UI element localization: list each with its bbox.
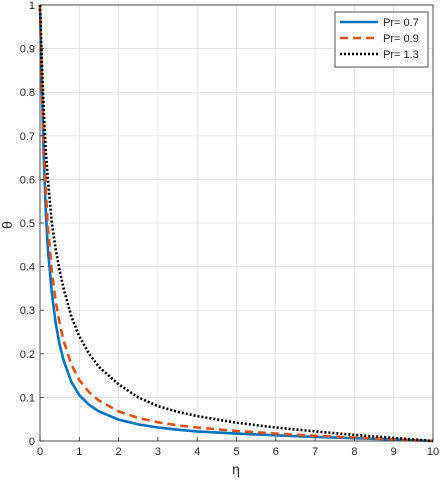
y-axis-label: θ [0,221,15,229]
y-tick-label: 0.4 [20,262,35,274]
y-tick-label: 0.8 [20,87,35,99]
y-tick-label: 0.6 [20,174,35,186]
x-tick-label: 5 [233,446,239,458]
x-tick-label: 0 [37,446,43,458]
y-tick-label: 0.9 [20,44,35,56]
x-axis-label: η [232,461,240,477]
y-tick-label: 0 [29,436,35,448]
x-tick-label: 3 [155,446,161,458]
y-tick-label: 0.2 [20,349,35,361]
x-tick-label: 6 [273,446,279,458]
x-tick-label: 4 [194,446,200,458]
y-tick-label: 0.7 [20,131,35,143]
y-tick-label: 1 [29,0,35,12]
y-tick-label: 0.1 [20,392,35,404]
y-tick-label: 0.3 [20,305,35,317]
legend-box [334,11,429,68]
x-tick-label: 7 [312,446,318,458]
x-tick-label: 10 [427,446,439,458]
legend-label-1: Pr= 0.7 [383,17,419,29]
x-tick-label: 8 [351,446,357,458]
series-line-3 [38,4,434,443]
legend: Pr= 0.7 Pr= 0.9 Pr= 1.3 [334,11,429,68]
legend-label-3: Pr= 1.3 [383,49,419,61]
legend-label-2: Pr= 0.9 [383,33,419,45]
axis-ticks: 0 1 2 3 4 5 6 7 8 9 10 0 0.1 0.2 0.3 0.4 0.5 0.6 0.7 0.8 0.9… [20,0,439,458]
series-lines [38,4,434,443]
x-tick-label: 9 [391,446,397,458]
x-tick-label: 1 [76,446,82,458]
series-line-1 [38,4,434,443]
x-tick-label: 2 [116,446,122,458]
y-tick-label: 0.5 [20,218,35,230]
